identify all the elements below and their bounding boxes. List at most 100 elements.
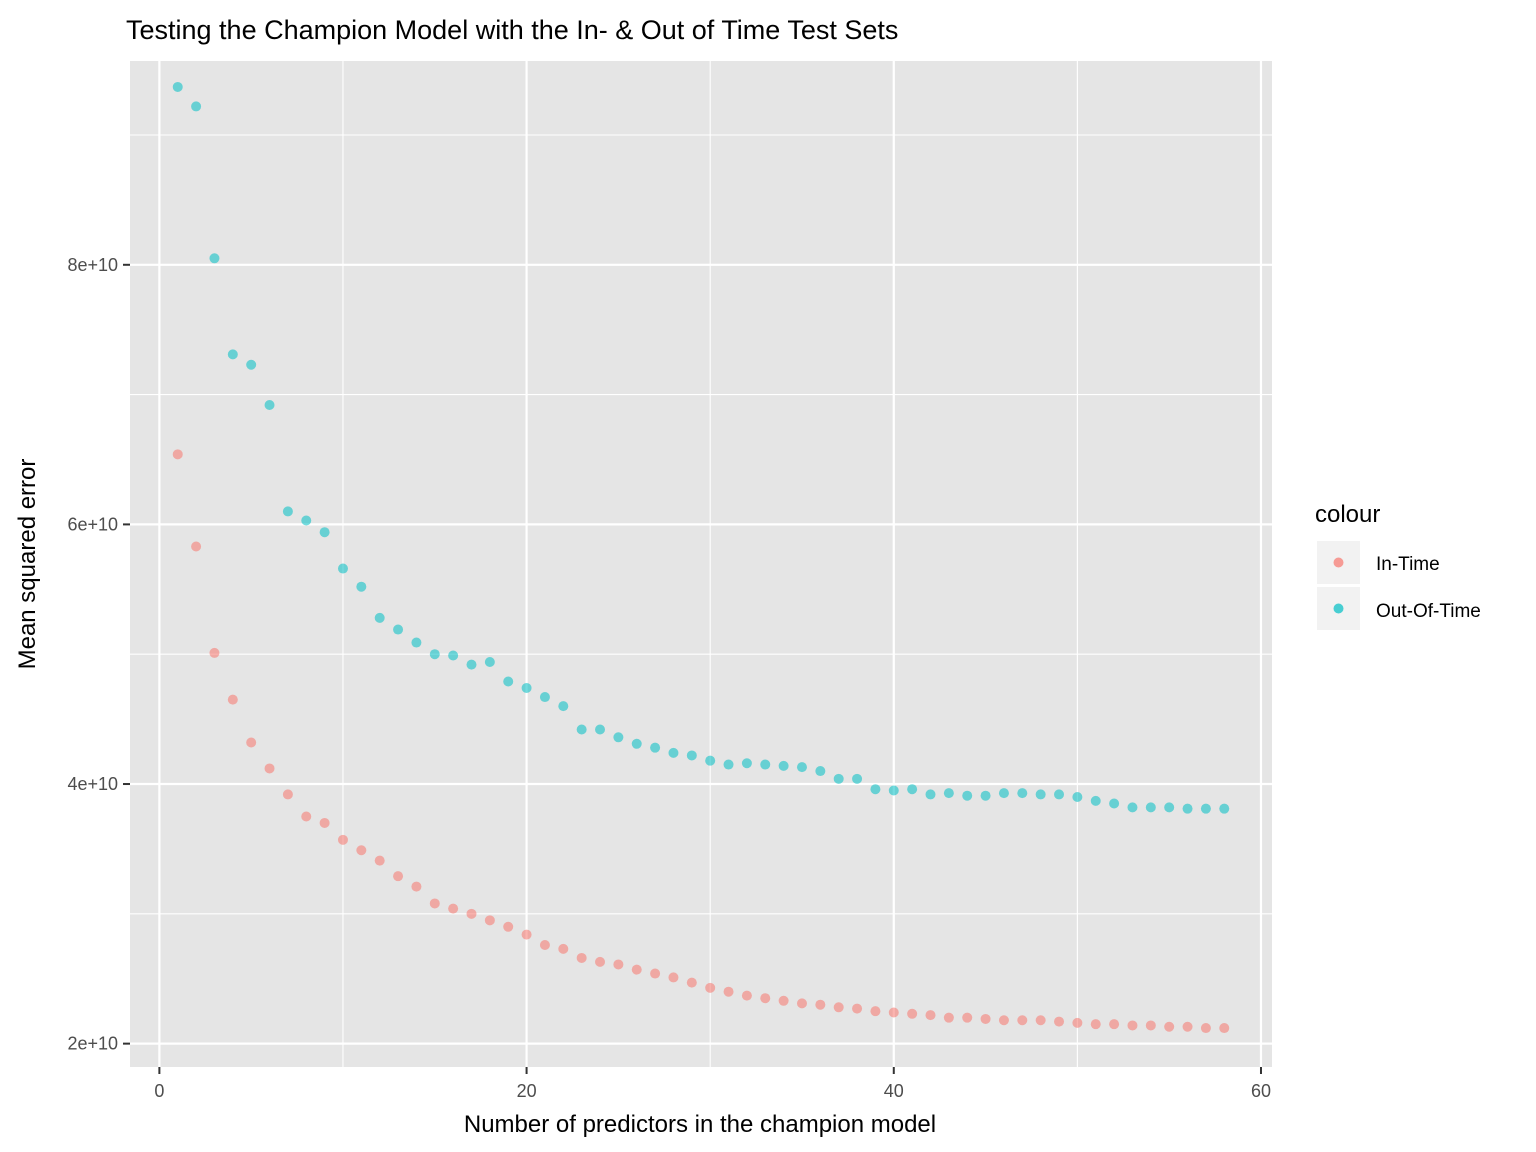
point-out-of-time [539, 692, 550, 703]
x-axis-label: Number of predictors in the champion mod… [464, 1111, 936, 1138]
point-out-of-time [595, 724, 606, 735]
point-in-time [870, 1006, 881, 1017]
point-in-time [301, 811, 312, 822]
point-in-time [393, 871, 404, 882]
point-out-of-time [1127, 802, 1138, 813]
point-in-time [650, 968, 661, 979]
point-out-of-time [246, 359, 257, 370]
point-in-time [1109, 1019, 1120, 1030]
point-in-time [796, 998, 807, 1009]
point-in-time [374, 855, 385, 866]
point-in-time [723, 986, 734, 997]
point-out-of-time [943, 788, 954, 799]
y-axis: 2e+10 4e+10 6e+10 8e+10 [67, 255, 130, 1054]
data-points [172, 81, 1230, 1034]
point-out-of-time [319, 527, 330, 538]
point-in-time [907, 1008, 918, 1019]
point-in-time [209, 647, 220, 658]
point-in-time [1090, 1019, 1101, 1030]
point-in-time [576, 952, 587, 963]
point-in-time [503, 921, 514, 932]
point-in-time [172, 449, 183, 460]
point-out-of-time [209, 253, 220, 264]
y-tick-label: 2e+10 [67, 1034, 118, 1054]
point-out-of-time [1164, 802, 1175, 813]
y-tick-label: 8e+10 [67, 255, 118, 275]
point-out-of-time [1219, 803, 1230, 814]
point-out-of-time [393, 624, 404, 635]
chart-title: Testing the Champion Model with the In- … [126, 15, 898, 45]
point-out-of-time [337, 563, 348, 574]
point-in-time [705, 982, 716, 993]
point-out-of-time [650, 742, 661, 753]
point-out-of-time [191, 101, 202, 112]
point-in-time [411, 881, 422, 892]
x-tick-label: 20 [517, 1081, 537, 1101]
point-out-of-time [356, 581, 367, 592]
point-in-time [668, 972, 679, 983]
point-in-time [925, 1010, 936, 1021]
point-in-time [246, 737, 257, 748]
point-in-time [448, 903, 459, 914]
point-out-of-time [778, 760, 789, 771]
legend-marker-in-time [1333, 557, 1344, 568]
point-out-of-time [760, 759, 771, 770]
legend-title: colour [1315, 501, 1380, 528]
point-out-of-time [1054, 789, 1065, 800]
point-out-of-time [1072, 792, 1083, 803]
point-in-time [356, 845, 367, 856]
point-out-of-time [172, 81, 183, 92]
point-in-time [686, 977, 697, 988]
point-in-time [852, 1003, 863, 1014]
x-tick-label: 40 [884, 1081, 904, 1101]
point-in-time [1017, 1015, 1028, 1026]
x-axis: 0 20 40 60 [154, 1067, 1271, 1101]
y-axis-label: Mean squared error [14, 459, 41, 670]
point-in-time [1072, 1017, 1083, 1028]
x-tick-label: 0 [154, 1081, 164, 1101]
point-out-of-time [1145, 802, 1156, 813]
point-out-of-time [558, 701, 569, 712]
point-in-time [760, 993, 771, 1004]
legend-label-in-time: In-Time [1376, 554, 1440, 575]
point-out-of-time [631, 738, 642, 749]
point-out-of-time [1200, 803, 1211, 814]
point-out-of-time [852, 773, 863, 784]
point-out-of-time [888, 785, 899, 796]
point-in-time [1200, 1023, 1211, 1034]
point-out-of-time [613, 732, 624, 743]
point-in-time [1127, 1020, 1138, 1031]
point-in-time [962, 1012, 973, 1023]
point-in-time [337, 834, 348, 845]
point-in-time [613, 959, 624, 970]
point-in-time [191, 541, 202, 552]
point-out-of-time [484, 657, 495, 668]
point-in-time [539, 939, 550, 950]
plot-panel [130, 61, 1272, 1067]
legend: colour In-Time Out-Of-Time [1315, 501, 1481, 630]
point-out-of-time [907, 784, 918, 795]
point-in-time [484, 915, 495, 926]
point-out-of-time [264, 399, 275, 410]
point-out-of-time [1035, 789, 1046, 800]
point-in-time [998, 1015, 1009, 1026]
point-out-of-time [686, 750, 697, 761]
point-out-of-time [301, 515, 312, 526]
point-in-time [595, 956, 606, 967]
point-out-of-time [723, 759, 734, 770]
y-tick-label: 6e+10 [67, 514, 118, 534]
point-out-of-time [741, 758, 752, 769]
point-out-of-time [466, 659, 477, 670]
point-out-of-time [980, 790, 991, 801]
point-out-of-time [1017, 788, 1028, 799]
point-out-of-time [374, 612, 385, 623]
point-in-time [558, 943, 569, 954]
point-in-time [815, 999, 826, 1010]
point-out-of-time [925, 789, 936, 800]
point-out-of-time [576, 724, 587, 735]
point-out-of-time [411, 637, 422, 648]
point-out-of-time [833, 773, 844, 784]
point-out-of-time [1182, 803, 1193, 814]
point-out-of-time [796, 762, 807, 773]
